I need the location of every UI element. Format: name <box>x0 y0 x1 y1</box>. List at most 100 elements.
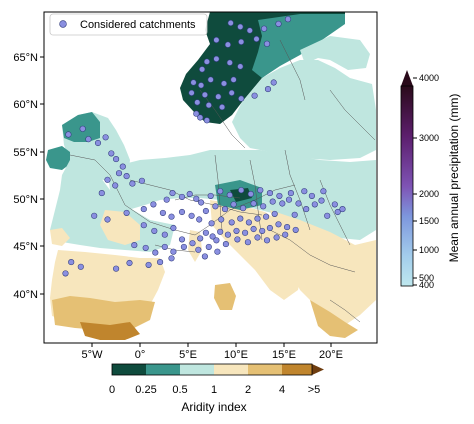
precip-tick-label: 1500 <box>419 216 439 226</box>
catchment-point <box>104 216 111 223</box>
catchment-point <box>62 270 69 277</box>
catchment-point <box>285 196 293 203</box>
land-region <box>310 300 358 338</box>
aridity-extend-arrow <box>312 364 324 375</box>
catchment-point <box>178 193 186 200</box>
catchment-point <box>250 200 257 207</box>
catchment-point <box>197 235 204 242</box>
catchment-point <box>238 95 245 102</box>
lon-tick-label: 5°W <box>82 349 104 361</box>
aridity-swatch <box>248 364 282 375</box>
catchment-point <box>318 197 325 204</box>
catchment-point <box>189 240 196 247</box>
catchment-point <box>284 224 291 231</box>
catchment-point <box>331 201 338 208</box>
catchment-point <box>196 216 203 223</box>
catchment-point <box>269 198 276 205</box>
catchment-point <box>233 227 240 234</box>
catchment-point <box>201 253 208 260</box>
catchment-point <box>77 263 84 270</box>
catchment-point <box>168 255 175 262</box>
precip-tick-label: 1000 <box>419 245 439 255</box>
aridity-swatch <box>282 364 312 375</box>
catchment-markers <box>62 16 346 277</box>
catchment-point <box>197 114 204 121</box>
catchment-point <box>195 246 202 253</box>
catchment-point <box>207 192 214 199</box>
lon-tick-label: 10°E <box>224 349 248 361</box>
aridity-colorbar: 0 0.25 0.5 1 2 4 >5 Aridity index <box>109 363 324 414</box>
catchment-point <box>263 237 271 244</box>
catchment-point <box>201 91 208 98</box>
catchment-point <box>275 221 282 228</box>
catchment-point <box>260 203 267 210</box>
land-region <box>52 296 155 330</box>
catchment-point <box>214 248 221 255</box>
catchment-point <box>123 173 130 180</box>
catchment-point <box>234 236 241 243</box>
precip-tick-label: 3000 <box>419 133 439 143</box>
catchment-point <box>112 182 119 189</box>
lat-tick-label: 40°N <box>13 289 38 301</box>
lat-tick-label: 60°N <box>13 99 38 111</box>
lat-tick-label: 50°N <box>13 194 38 206</box>
catchment-point <box>213 237 220 244</box>
catchment-point <box>65 131 72 138</box>
catchment-point <box>254 234 261 241</box>
catchment-point <box>226 59 233 66</box>
catchment-point <box>266 224 273 232</box>
aridity-tick-label: 0.5 <box>172 384 187 396</box>
catchment-point <box>113 156 120 163</box>
lat-tick-label: 45°N <box>13 241 38 253</box>
catchment-point <box>190 79 197 86</box>
catchment-point <box>224 231 231 238</box>
catchment-point <box>68 259 75 266</box>
catchment-point <box>224 41 231 48</box>
catchment-point <box>228 89 235 96</box>
catchment-point <box>273 234 280 241</box>
catchment-point <box>119 163 126 170</box>
catchment-point <box>311 201 318 208</box>
catchment-point <box>188 89 195 96</box>
catchment-point <box>209 233 216 240</box>
catchment-point <box>282 231 289 238</box>
land-region <box>252 14 345 78</box>
map-frame <box>43 11 378 344</box>
aridity-frame <box>111 363 313 376</box>
precip-frame <box>400 85 414 287</box>
catchment-point <box>140 206 147 213</box>
catchment-point <box>308 192 315 199</box>
catchment-point <box>178 236 186 243</box>
catchment-point <box>169 190 176 197</box>
precip-tick-label: 400 <box>419 280 434 290</box>
catchment-point <box>279 200 286 207</box>
land-region <box>232 60 376 160</box>
catchment-point <box>240 205 247 212</box>
catchment-point <box>123 209 130 216</box>
catchment-point <box>98 190 105 197</box>
catchment-point <box>246 27 253 34</box>
catchment-point <box>230 76 237 83</box>
catchment-point <box>126 259 133 267</box>
legend-label: Considered catchments <box>80 19 196 31</box>
catchment-point <box>113 265 120 272</box>
aridity-swatch <box>180 364 214 375</box>
catchment-point <box>159 209 166 216</box>
catchment-point <box>221 206 229 213</box>
catchment-point <box>245 219 252 226</box>
aridity-swatch <box>214 364 248 375</box>
catchment-point <box>237 23 244 30</box>
catchment-point <box>238 187 245 194</box>
catchment-point <box>150 201 157 208</box>
catchment-point <box>303 206 310 213</box>
aridity-tick-label: >5 <box>308 384 321 396</box>
catchment-point <box>188 212 195 219</box>
catchment-point <box>253 35 260 43</box>
catchment-point <box>264 86 272 93</box>
catchment-point <box>140 222 147 229</box>
lat-tick-label: 65°N <box>13 52 38 64</box>
catchment-point <box>163 196 170 203</box>
precip-colorbar-title: Mean annual precipitation (mm) <box>447 94 461 263</box>
catchment-point <box>142 244 149 251</box>
catchment-point <box>178 208 186 216</box>
